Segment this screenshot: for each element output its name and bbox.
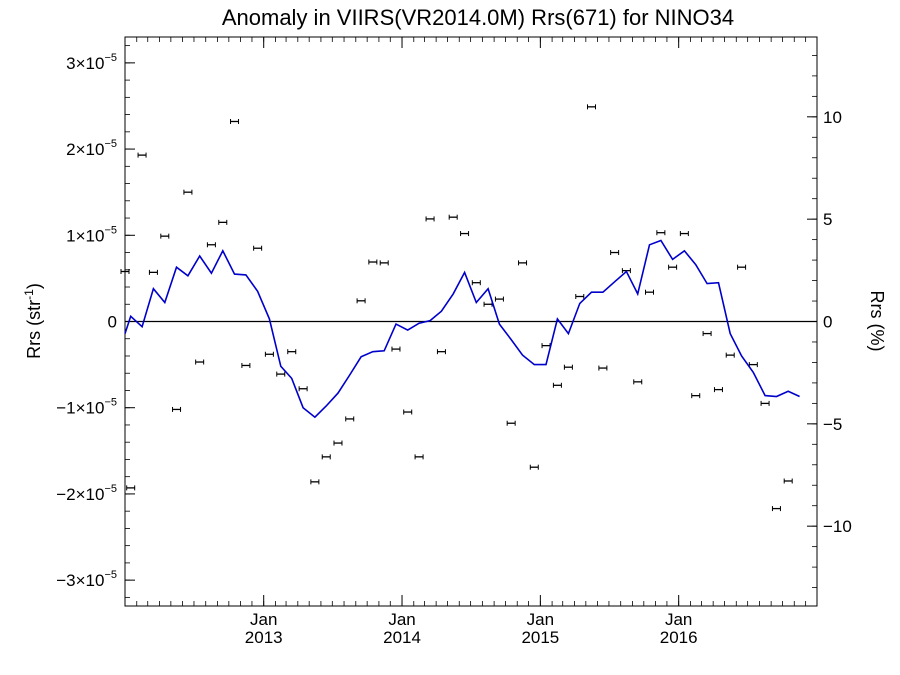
left-tick-label: −3×10−5 bbox=[56, 569, 117, 590]
x-tick-month: Jan bbox=[527, 610, 554, 629]
anomaly-point bbox=[230, 118, 240, 124]
anomaly-point bbox=[264, 351, 274, 357]
anomaly-point bbox=[668, 264, 678, 270]
anomaly-point bbox=[760, 400, 770, 406]
anomaly-point bbox=[460, 231, 470, 237]
anomaly-point bbox=[702, 331, 712, 337]
anomaly-point bbox=[379, 260, 389, 266]
left-tick-label: −1×10−5 bbox=[56, 397, 117, 418]
anomaly-point bbox=[356, 298, 366, 304]
x-tick-year: 2015 bbox=[521, 628, 559, 647]
anomaly-point bbox=[183, 189, 193, 195]
anomaly-point bbox=[321, 454, 331, 460]
anomaly-point bbox=[529, 464, 539, 470]
anomaly-point bbox=[172, 406, 182, 412]
anomaly-point bbox=[506, 420, 516, 426]
anomaly-point bbox=[120, 268, 130, 274]
right-tick-label: 5 bbox=[823, 210, 832, 229]
left-tick-label: 2×10−5 bbox=[66, 138, 117, 159]
anomaly-point bbox=[241, 362, 251, 368]
anomaly-point bbox=[448, 214, 458, 220]
x-tick-year: 2013 bbox=[245, 628, 283, 647]
anomaly-point bbox=[414, 454, 424, 460]
x-tick-month: Jan bbox=[665, 610, 692, 629]
anomaly-point bbox=[610, 250, 620, 256]
anomaly-point bbox=[206, 242, 216, 248]
anomaly-point bbox=[126, 485, 136, 491]
anomaly-point bbox=[276, 371, 286, 377]
anomaly-point bbox=[679, 231, 689, 237]
anomaly-point bbox=[310, 479, 320, 485]
anomaly-point bbox=[633, 379, 643, 385]
right-tick-label: 10 bbox=[823, 108, 842, 127]
anomaly-point bbox=[345, 416, 355, 422]
anomaly-point bbox=[425, 216, 435, 222]
right-y-ticks: 10 5 0 −5 −10 bbox=[807, 108, 852, 536]
anomaly-point bbox=[598, 365, 608, 371]
left-y-axis-label: Rrs (str-1) bbox=[22, 283, 44, 359]
x-tick-month: Jan bbox=[250, 610, 277, 629]
left-tick-label: −2×10−5 bbox=[56, 483, 117, 504]
anomaly-point bbox=[737, 264, 747, 270]
anomaly-point bbox=[333, 440, 343, 446]
anomaly-point bbox=[691, 393, 701, 399]
x-tick-year: 2016 bbox=[660, 628, 698, 647]
anomaly-point bbox=[713, 387, 723, 393]
anomaly-point bbox=[287, 349, 297, 355]
anomaly-point bbox=[771, 506, 781, 512]
anomaly-point bbox=[148, 269, 158, 275]
anomaly-point bbox=[195, 359, 205, 365]
left-tick-label: 3×10−5 bbox=[66, 52, 117, 73]
anomaly-point bbox=[218, 219, 228, 225]
right-y-axis-label: Rrs (%) bbox=[867, 291, 887, 352]
chart-title: Anomaly in VIIRS(VR2014.0M) Rrs(671) for… bbox=[222, 5, 734, 30]
anomaly-point bbox=[518, 260, 528, 266]
left-tick-label: 0 bbox=[108, 313, 117, 332]
anomaly-point bbox=[783, 478, 793, 484]
anomaly-point bbox=[253, 245, 263, 251]
anomaly-point bbox=[494, 296, 504, 302]
anomaly-point bbox=[552, 382, 562, 388]
anomaly-point bbox=[403, 409, 413, 415]
anomaly-point bbox=[656, 230, 666, 236]
x-tick-month: Jan bbox=[388, 610, 415, 629]
right-tick-label: 0 bbox=[823, 313, 832, 332]
anomaly-point bbox=[563, 364, 573, 370]
anomaly-point bbox=[368, 259, 378, 265]
anomaly-point bbox=[436, 349, 446, 355]
left-tick-label: 1×10−5 bbox=[66, 224, 117, 245]
anomaly-points bbox=[120, 104, 793, 512]
right-tick-label: −10 bbox=[823, 517, 852, 536]
anomaly-point bbox=[298, 386, 308, 392]
anomaly-point bbox=[575, 293, 585, 299]
smoothed-anomaly-line bbox=[124, 239, 800, 419]
plot-area: 3×10−5 2×10−5 1×10−5 0 −1×10−5 −2×10−5 −3×10−5… bbox=[56, 36, 852, 647]
anomaly-point bbox=[391, 346, 401, 352]
anomaly-point bbox=[471, 280, 481, 286]
anomaly-point bbox=[587, 104, 597, 110]
anomaly-point bbox=[137, 152, 147, 158]
right-tick-label: −5 bbox=[823, 415, 842, 434]
x-tick-year: 2014 bbox=[383, 628, 421, 647]
left-y-ticks: 3×10−5 2×10−5 1×10−5 0 −1×10−5 −2×10−5 −3×10−5 bbox=[56, 52, 135, 590]
anomaly-point bbox=[644, 289, 654, 295]
anomaly-point bbox=[160, 233, 170, 239]
anomaly-point bbox=[725, 352, 735, 358]
